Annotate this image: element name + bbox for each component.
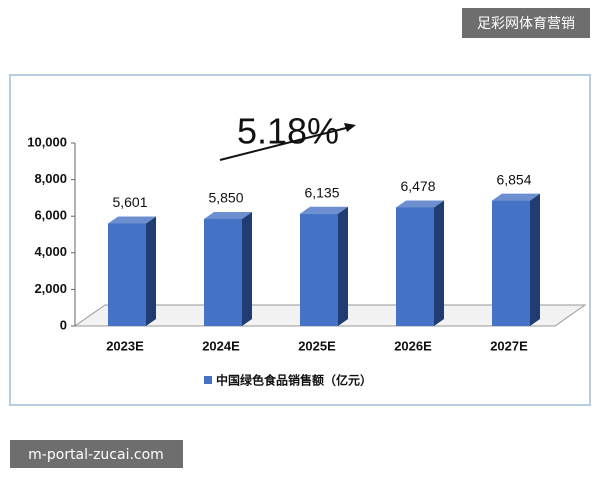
- x-tick-label: 2027E: [490, 338, 528, 353]
- y-tick-label: 8,000: [34, 171, 67, 186]
- bar-side: [530, 193, 540, 326]
- y-tick-label: 0: [60, 317, 67, 332]
- annotation: 5.18%: [237, 111, 339, 152]
- x-tick-label: 2023E: [106, 338, 144, 353]
- url: m-portal-zucai.com: [28, 447, 164, 463]
- bar-side: [146, 216, 156, 326]
- bar-top: [300, 206, 348, 214]
- bar-top: [492, 193, 540, 201]
- x-tick-label: 2025E: [298, 338, 336, 353]
- value-label: 5,850: [208, 190, 243, 206]
- bar: [108, 223, 146, 326]
- y-tick-label: 2,000: [34, 281, 67, 296]
- bar: [204, 218, 242, 326]
- brand: 足彩网体育营销: [477, 16, 575, 32]
- legend-label: 中国绿色食品销售额（亿元）: [216, 373, 372, 388]
- bar: [396, 207, 434, 326]
- bar-side: [338, 206, 348, 326]
- arrow-head: [344, 123, 356, 132]
- bar-top: [204, 211, 252, 219]
- x-tick-label: 2026E: [394, 338, 432, 353]
- bar: [492, 200, 530, 326]
- y-tick-label: 6,000: [34, 208, 67, 223]
- brand-box: [462, 8, 590, 38]
- value-label: 6,854: [496, 171, 531, 187]
- y-tick-label: 4,000: [34, 244, 67, 259]
- bar-side: [242, 211, 252, 326]
- value-label: 6,135: [304, 184, 339, 200]
- x-tick-label: 2024E: [202, 338, 240, 353]
- bar: [300, 213, 338, 326]
- y-tick-label: 10,000: [27, 134, 67, 149]
- bar-top: [108, 216, 156, 224]
- url-box: [10, 440, 183, 468]
- trend-arrow: [219, 126, 351, 161]
- bar-top: [396, 200, 444, 208]
- bar-side: [434, 200, 444, 326]
- value-label: 6,478: [400, 178, 435, 194]
- value-label: 5,601: [112, 194, 147, 210]
- legend-swatch: [204, 376, 212, 384]
